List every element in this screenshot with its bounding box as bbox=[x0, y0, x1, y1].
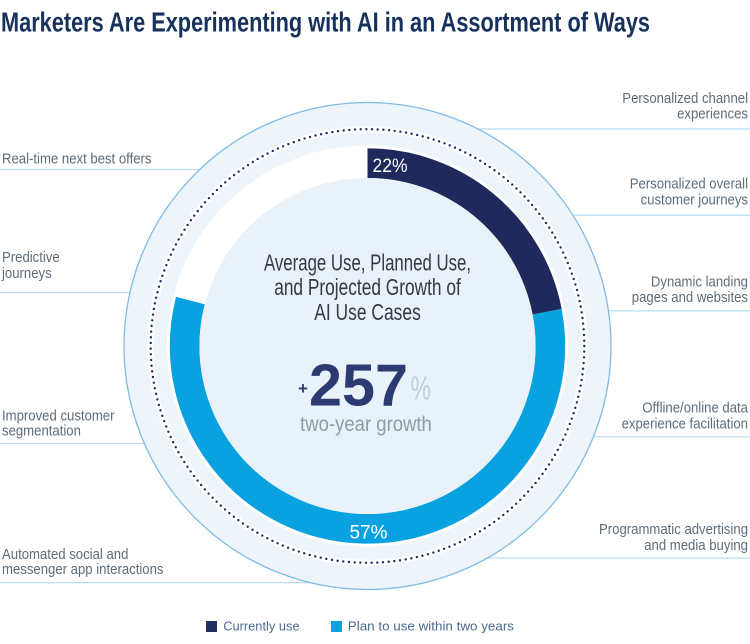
svg-text:Personalized overall: Personalized overall bbox=[630, 176, 748, 193]
svg-text:experience facilitation: experience facilitation bbox=[622, 416, 748, 433]
svg-text:Dynamic landing: Dynamic landing bbox=[651, 273, 748, 290]
svg-text:Predictive: Predictive bbox=[2, 249, 60, 266]
svg-text:journeys: journeys bbox=[1, 265, 52, 282]
svg-text:pages and websites: pages and websites bbox=[632, 289, 748, 306]
svg-text:AI Use Cases: AI Use Cases bbox=[314, 299, 421, 325]
svg-text:Plan to use within two years: Plan to use within two years bbox=[348, 619, 515, 634]
svg-text:Marketers Are Experimenting wi: Marketers Are Experimenting with AI in a… bbox=[1, 6, 650, 37]
svg-text:Offline/online data: Offline/online data bbox=[642, 400, 748, 417]
svg-text:and media buying: and media buying bbox=[644, 537, 748, 554]
svg-text:Average Use, Planned Use,: Average Use, Planned Use, bbox=[264, 250, 471, 276]
svg-text:22%: 22% bbox=[373, 155, 408, 177]
svg-text:+: + bbox=[298, 379, 308, 398]
svg-text:customer journeys: customer journeys bbox=[641, 191, 748, 208]
svg-text:Real-time next best offers: Real-time next best offers bbox=[2, 151, 152, 168]
svg-text:57%: 57% bbox=[350, 522, 388, 544]
svg-text:%: % bbox=[411, 370, 432, 407]
svg-text:Automated social and: Automated social and bbox=[2, 546, 128, 563]
svg-text:segmentation: segmentation bbox=[2, 423, 81, 440]
svg-text:two-year growth: two-year growth bbox=[300, 413, 432, 436]
svg-text:Personalized channel: Personalized channel bbox=[622, 90, 748, 107]
svg-text:and Projected Growth of: and Projected Growth of bbox=[274, 274, 461, 300]
svg-text:Improved customer: Improved customer bbox=[2, 407, 115, 424]
svg-text:messenger app interactions: messenger app interactions bbox=[2, 561, 164, 578]
svg-text:Currently use: Currently use bbox=[223, 619, 299, 634]
svg-text:257: 257 bbox=[309, 353, 408, 419]
svg-text:Programmatic advertising: Programmatic advertising bbox=[599, 521, 748, 538]
svg-text:experiences: experiences bbox=[677, 106, 748, 123]
